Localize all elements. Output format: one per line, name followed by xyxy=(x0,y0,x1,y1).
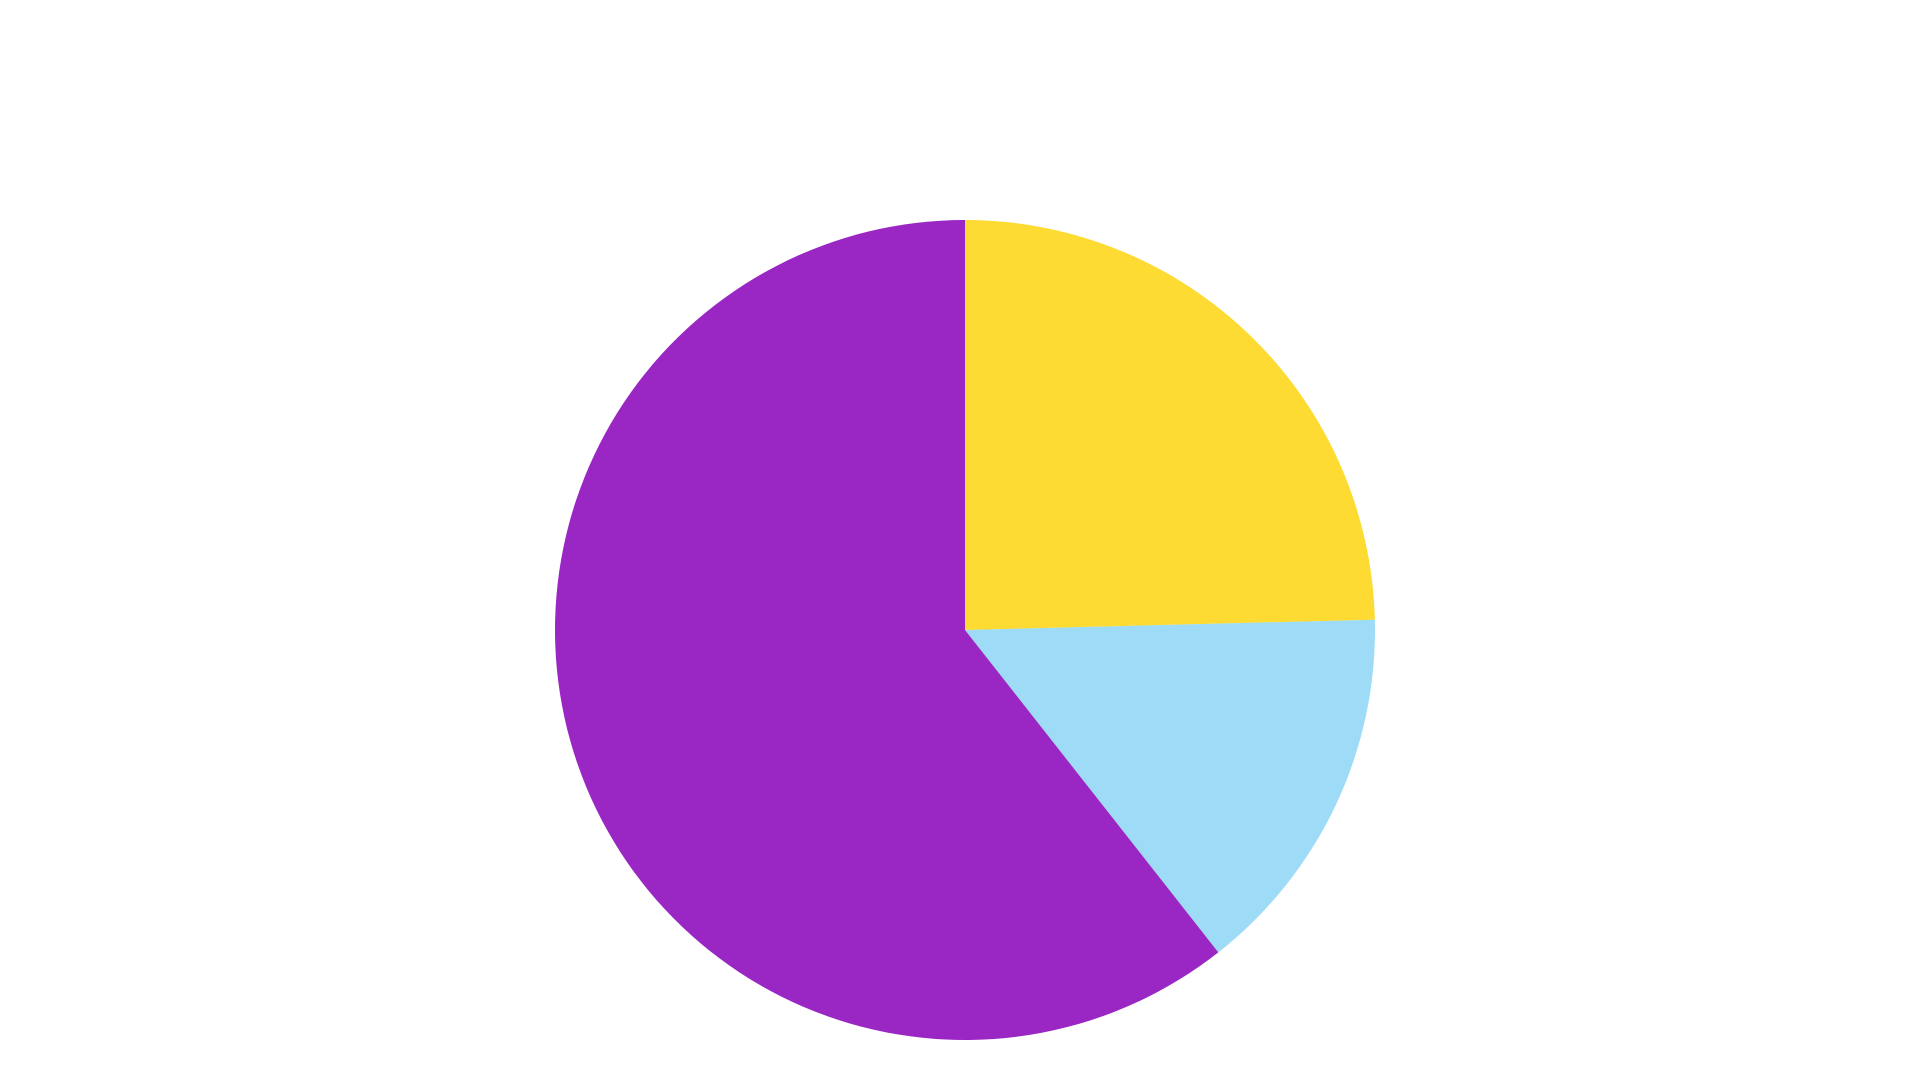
pie-slice-1 xyxy=(965,220,1375,630)
pie-slice-2 xyxy=(965,619,1375,953)
pie-slice-3 xyxy=(555,220,1219,1040)
